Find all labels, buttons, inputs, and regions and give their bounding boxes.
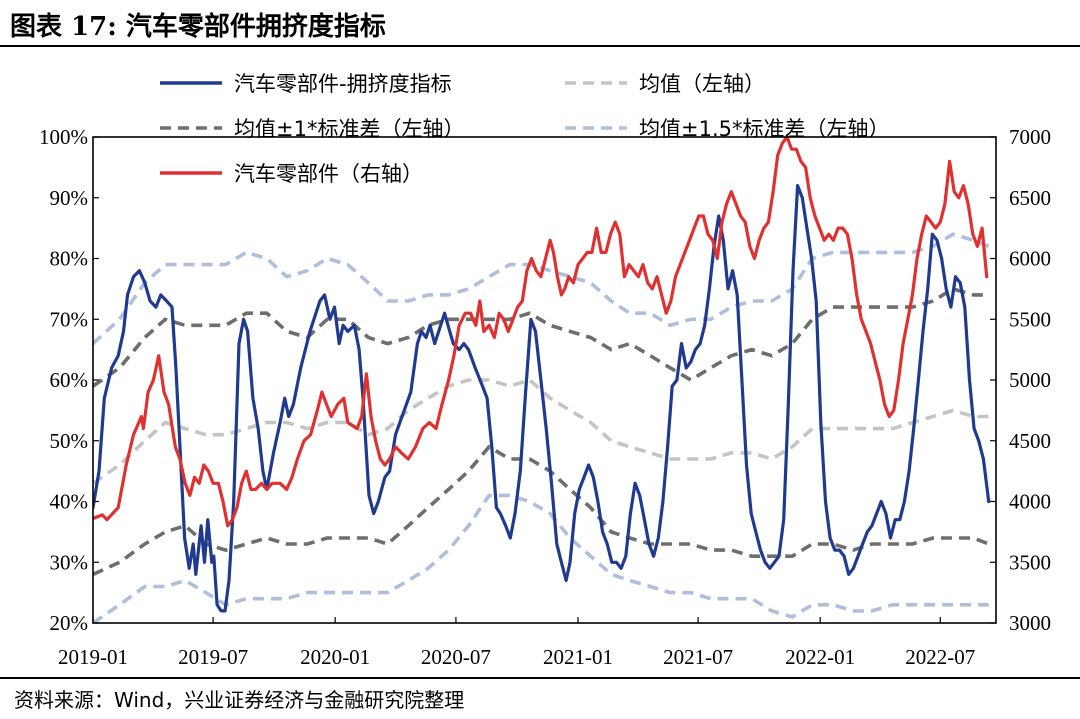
legend-auto-parts-index-label: 汽车零部件（右轴） [234,162,423,186]
mean-1-5sd-line-lower [93,493,989,623]
left-axis-tick-label: 60% [50,368,89,392]
left-axis-tick-label: 20% [50,611,89,635]
right-axis-tick-label: 6000 [1009,247,1051,271]
x-axis-tick-label: 2019-01 [58,645,128,669]
left-axis-tick-label: 80% [50,247,89,271]
right-axis-tick-label: 4000 [1009,490,1051,514]
mean-1-5sd-line-upper [93,232,990,345]
right-axis-tick-label: 6500 [1009,186,1051,210]
source-divider [0,677,1080,679]
legend-crowding-index-label: 汽车零部件-拥挤度指标 [234,72,452,96]
legend-mean-1sd-label: 均值±1*标准差（左轴） [234,117,464,141]
title-divider [0,45,1080,47]
right-axis-tick-label: 5000 [1009,368,1051,392]
series-layer [93,135,991,623]
right-axis-tick-label: 4500 [1009,429,1051,453]
right-axis-tick-label: 5500 [1009,307,1051,331]
auto-parts-index-line [93,135,989,528]
x-axis-tick-label: 2021-01 [543,645,613,669]
legend-mean-label: 均值（左轴） [639,72,765,96]
mean-1sd-line-lower [93,444,990,577]
legend-mean-1-5sd-label: 均值±1.5*标准差（左轴） [639,117,890,141]
left-axis-tick-label: 40% [50,490,89,514]
x-axis-tick-label: 2020-01 [300,645,370,669]
left-axis-tick-label: 90% [50,186,89,210]
x-axis-tick-label: 2020-07 [421,645,491,669]
left-axis-tick-label: 50% [50,429,89,453]
right-axis-tick-label: 3000 [1009,611,1051,635]
crowding-index-line [93,184,991,613]
chart-canvas: 20% 30% 40% 50% 60% 70% 80% 90% 100% 3000 3500 4000… [39,72,1051,669]
mean-line [93,378,989,485]
chart-title: 图表 17: 汽车零部件拥挤度指标 [10,12,386,42]
x-axis-tick-label: 2021-07 [663,645,733,669]
right-axis-tick-label: 7000 [1009,125,1051,149]
source-note: 资料来源：Wind，兴业证券经济与金融研究院整理 [14,688,465,712]
x-axis-tick-label: 2019-07 [178,645,248,669]
legend: 汽车零部件-拥挤度指标 均值（左轴） 均值±1*标准差（左轴） 均值±1.5*标准差（… [160,72,890,186]
left-axis-tick-label: 70% [50,307,89,331]
x-axis-tick-label: 2022-07 [905,645,975,669]
left-axis-tick-label: 30% [50,550,89,574]
right-axis-tick-label: 3500 [1009,550,1051,574]
left-axis-tick-label: 100% [39,125,88,149]
axis-layer: 20% 30% 40% 50% 60% 70% 80% 90% 100% 3000 3500 4000… [39,125,1051,669]
x-axis-tick-label: 2022-01 [785,645,855,669]
